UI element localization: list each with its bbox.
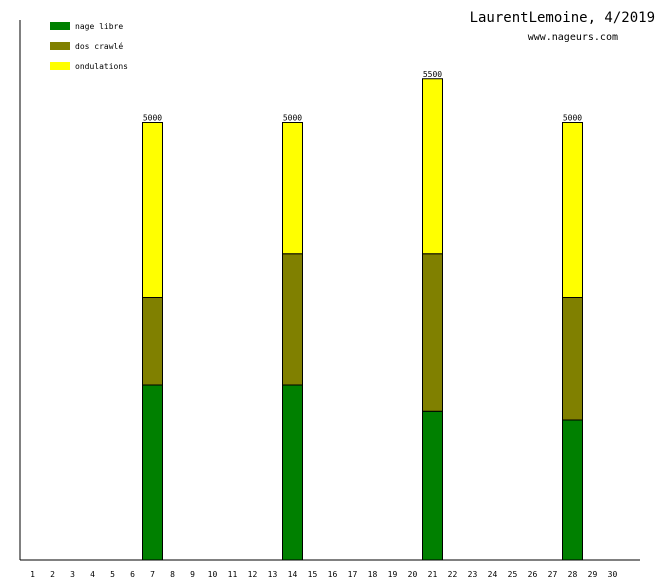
- x-tick-label: 26: [528, 570, 538, 579]
- bar-total-label: 5500: [423, 70, 442, 79]
- bar-segment: [422, 253, 443, 412]
- x-tick-label: 8: [170, 570, 175, 579]
- bar-segment: [422, 410, 443, 561]
- x-tick-label: 16: [328, 570, 338, 579]
- legend-swatch: [50, 22, 70, 30]
- legend: nage libre dos crawlé ondulations: [50, 16, 128, 76]
- bar-segment: [562, 122, 583, 298]
- x-tick-label: 17: [348, 570, 358, 579]
- total-labels-group: 5000 5000 5500 5000: [143, 70, 582, 123]
- bar-segment: [562, 297, 583, 421]
- x-tick-label: 24: [488, 570, 498, 579]
- legend-item-dos-crawle: dos crawlé: [50, 36, 128, 56]
- x-tick-label: 15: [308, 570, 318, 579]
- x-tick-label: 21: [428, 570, 438, 579]
- x-tick-label: 18: [368, 570, 378, 579]
- legend-swatch: [50, 42, 70, 50]
- chart-subtitle: www.nageurs.com: [527, 32, 618, 43]
- bar-segment: [422, 78, 443, 255]
- bar-segment: [142, 122, 163, 298]
- x-tick-label: 25: [508, 570, 518, 579]
- x-tick-label: 6: [130, 570, 135, 579]
- bar-total-label: 5000: [283, 114, 302, 123]
- bar-total-label: 5000: [563, 114, 582, 123]
- x-tick-label: 23: [468, 570, 478, 579]
- bar-segment: [142, 297, 163, 386]
- bar-total-label: 5000: [143, 114, 162, 123]
- bars-group: [142, 78, 583, 561]
- x-tick-label: 1: [30, 570, 35, 579]
- bar-segment: [282, 122, 303, 255]
- x-tick-label: 28: [568, 570, 578, 579]
- x-tick-label: 11: [228, 570, 238, 579]
- x-tick-labels-group: 1 2 3 4 5 6 7 8 9 10 11 12 13 14 15 16 17 18 19 20 21 22 23 24 2…: [30, 570, 617, 579]
- x-tick-label: 4: [90, 570, 95, 579]
- legend-label: nage libre: [75, 21, 124, 31]
- legend-label: ondulations: [75, 61, 128, 71]
- chart-title: LaurentLemoine, 4/2019: [469, 10, 655, 26]
- x-tick-label: 13: [268, 570, 278, 579]
- bar-segment: [142, 384, 163, 561]
- legend-swatch: [50, 62, 70, 70]
- x-tick-label: 22: [448, 570, 458, 579]
- x-tick-label: 2: [50, 570, 55, 579]
- x-tick-label: 12: [248, 570, 258, 579]
- x-tick-label: 29: [588, 570, 598, 579]
- legend-item-nage-libre: nage libre: [50, 16, 128, 36]
- bar-segment: [282, 253, 303, 386]
- x-tick-label: 19: [388, 570, 398, 579]
- legend-item-ondulations: ondulations: [50, 56, 128, 76]
- x-tick-label: 9: [190, 570, 195, 579]
- legend-label: dos crawlé: [75, 41, 124, 51]
- x-tick-label: 5: [110, 570, 115, 579]
- x-tick-label: 27: [548, 570, 558, 579]
- x-tick-label: 7: [150, 570, 155, 579]
- x-tick-label: 14: [288, 570, 298, 579]
- x-tick-label: 30: [608, 570, 618, 579]
- bar-segment: [562, 419, 583, 561]
- bar-segment: [282, 384, 303, 561]
- x-tick-label: 3: [70, 570, 75, 579]
- x-tick-label: 20: [408, 570, 418, 579]
- x-tick-label: 10: [208, 570, 218, 579]
